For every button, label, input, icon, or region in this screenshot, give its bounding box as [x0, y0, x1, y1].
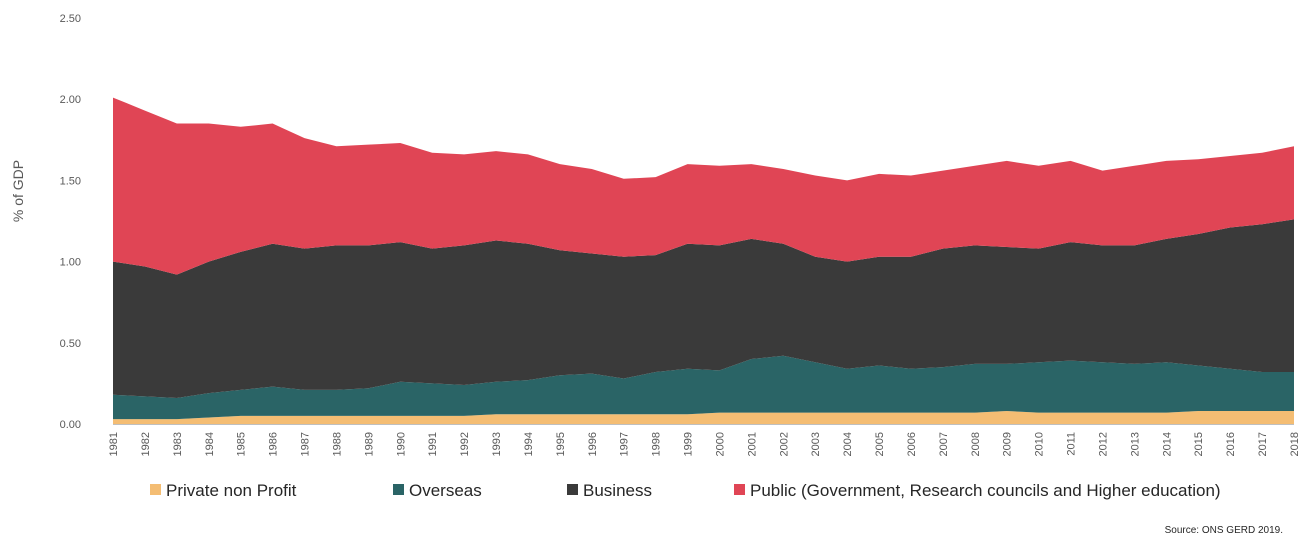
y-tick-label: 1.00 — [60, 257, 81, 269]
x-tick-label: 2009 — [1002, 432, 1014, 456]
x-tick-label: 2017 — [1257, 432, 1269, 456]
x-tick-label: 1986 — [268, 432, 280, 456]
legend-swatch — [393, 484, 404, 495]
x-tick-label: 2004 — [842, 432, 854, 456]
x-tick-label: 1989 — [363, 432, 375, 456]
series-areas — [113, 97, 1294, 424]
x-tick-label: 1997 — [619, 432, 631, 456]
y-axis-label: % of GDP — [10, 160, 26, 222]
y-tick-label: 2.50 — [60, 13, 81, 25]
x-tick-label: 1993 — [491, 432, 503, 456]
y-tick-label: 1.50 — [60, 175, 81, 187]
x-tick-label: 1987 — [300, 432, 312, 456]
x-tick-label: 2012 — [1097, 432, 1109, 456]
legend-label: Business — [583, 481, 652, 500]
x-tick-label: 1998 — [651, 432, 663, 456]
x-tick-label: 2007 — [938, 432, 950, 456]
x-tick-label: 1996 — [587, 432, 599, 456]
legend-label: Public (Government, Research councils an… — [750, 481, 1221, 500]
legend-label: Overseas — [409, 481, 482, 500]
x-tick-label: 2002 — [778, 432, 790, 456]
y-tick-label: 0.50 — [60, 338, 81, 350]
x-axis-ticks: 1981 1982 1983 1984 1985 1986 1987 1988 1989 1990… — [108, 432, 1301, 456]
legend-swatch — [150, 484, 161, 495]
area-series-2 — [113, 355, 1294, 420]
x-tick-label: 1992 — [459, 432, 471, 456]
y-tick-label: 2.00 — [60, 94, 81, 106]
x-tick-label: 2000 — [714, 432, 726, 456]
legend-swatch — [567, 484, 578, 495]
x-tick-label: 2006 — [906, 432, 918, 456]
x-tick-label: 1991 — [427, 432, 439, 456]
x-tick-label: 2014 — [1161, 432, 1173, 456]
x-tick-label: 1984 — [204, 432, 216, 456]
x-tick-label: 2005 — [874, 432, 886, 456]
x-tick-label: 1981 — [108, 432, 120, 456]
x-tick-label: 1994 — [523, 432, 535, 456]
x-tick-label: 1982 — [140, 432, 152, 456]
area-series-1 — [113, 411, 1294, 424]
x-tick-label: 2011 — [1066, 432, 1078, 456]
x-tick-label: 2016 — [1225, 432, 1237, 456]
x-tick-label: 2003 — [810, 432, 822, 456]
x-tick-label: 2001 — [746, 432, 758, 456]
x-tick-label: 1995 — [555, 432, 567, 456]
x-tick-label: 2015 — [1193, 432, 1205, 456]
x-tick-label: 1999 — [683, 432, 695, 456]
x-tick-label: 1983 — [172, 432, 184, 456]
x-tick-label: 2010 — [1034, 432, 1046, 456]
y-axis-ticks: 0.00 0.50 1.00 1.50 2.00 2.50 — [60, 13, 81, 431]
x-tick-label: 1990 — [395, 432, 407, 456]
x-tick-label: 2013 — [1129, 432, 1141, 456]
area-series-4 — [113, 97, 1294, 275]
x-tick-label: 2008 — [970, 432, 982, 456]
x-tick-label: 2018 — [1289, 432, 1301, 456]
legend-swatch — [734, 484, 745, 495]
x-tick-label: 1988 — [331, 432, 343, 456]
x-tick-label: 1985 — [236, 432, 248, 456]
legend: Private non Profit Overseas Business Public… — [150, 481, 1221, 500]
source-note: Source: ONS GERD 2019. — [1165, 525, 1283, 536]
legend-label: Private non Profit — [166, 481, 297, 500]
area-series-3 — [113, 219, 1294, 399]
y-tick-label: 0.00 — [60, 419, 81, 431]
